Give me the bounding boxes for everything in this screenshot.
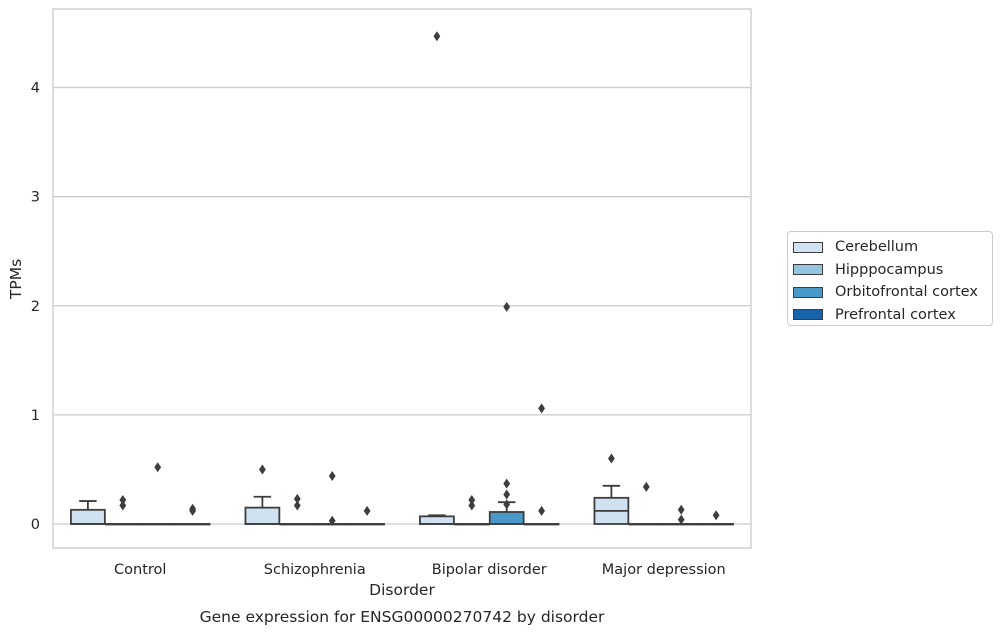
box-hipppocampus	[453, 523, 490, 526]
outlier-point	[503, 301, 511, 312]
outlier-point	[119, 494, 127, 505]
box-cerebellum	[419, 514, 455, 525]
y-tick-label: 4	[31, 81, 40, 97]
outlier-point	[677, 504, 685, 515]
outlier-point	[503, 499, 511, 510]
box-hipppocampus	[104, 523, 141, 526]
plot-area-frame	[52, 8, 752, 549]
outlier-point	[433, 31, 441, 42]
box-cerebellum	[244, 495, 281, 525]
x-axis-ticks: Control Schizophrenia Bipolar disorder Majo…	[114, 562, 726, 578]
legend-item-hippocampus: Hipppocampus	[793, 259, 992, 282]
legend-item-prefrontal-cortex: Prefrontal cortex	[793, 304, 992, 327]
box-body	[419, 515, 455, 525]
legend-label: Cerebellum	[835, 239, 919, 256]
outlier-point	[503, 478, 511, 489]
box-prefrontal-cortex	[698, 523, 734, 526]
y-tick-label: 3	[31, 190, 40, 206]
outlier-point	[608, 453, 615, 464]
outlier-point	[328, 515, 336, 526]
outlier-point	[712, 510, 720, 521]
outlier-point	[328, 470, 336, 481]
box-cerebellum	[593, 484, 630, 525]
legend-swatch-orbitofrontal-cortex	[793, 286, 823, 298]
outlier-point	[363, 505, 371, 516]
box-hipppocampus	[628, 523, 665, 526]
box-cerebellum	[70, 500, 106, 525]
outlier-point	[293, 493, 301, 504]
outlier-point	[119, 500, 127, 511]
legend-swatch-hippocampus	[793, 264, 823, 276]
outlier-point	[538, 505, 545, 516]
chart-caption: Gene expression for ENSG00000270742 by d…	[200, 608, 605, 626]
box-prefrontal-cortex	[174, 523, 211, 526]
outlier-points	[119, 31, 720, 526]
outlier-point	[189, 503, 196, 514]
y-axis-ticks: 0 1 2 3 4	[31, 81, 40, 533]
box-series	[70, 484, 734, 526]
box-orbitofrontal-cortex	[139, 523, 176, 526]
legend-swatch-cerebellum	[793, 241, 823, 253]
box-body	[244, 506, 281, 525]
box-prefrontal-cortex	[523, 523, 560, 526]
box-hipppocampus	[279, 523, 316, 526]
legend-item-orbitofrontal-cortex: Orbitofrontal cortex	[793, 281, 992, 304]
box-prefrontal-cortex	[349, 523, 385, 526]
outlier-point	[468, 500, 476, 511]
x-tick-label: Major depression	[602, 562, 726, 578]
gridlines	[53, 86, 751, 525]
outlier-point	[259, 464, 266, 475]
box-body	[488, 511, 525, 525]
legend-label: Orbitofrontal cortex	[835, 284, 978, 301]
outlier-point	[293, 500, 301, 511]
outlier-point	[468, 494, 476, 505]
outlier-point	[642, 481, 650, 492]
x-axis-label: Disorder	[369, 581, 435, 599]
legend: Cerebellum Hipppocampus Orbitofrontal co…	[787, 231, 993, 326]
y-tick-label: 1	[31, 408, 40, 424]
x-tick-label: Schizophrenia	[264, 562, 366, 578]
y-tick-label: 2	[31, 299, 40, 315]
y-tick-label: 0	[31, 517, 40, 533]
x-tick-label: Bipolar disorder	[432, 562, 547, 578]
outlier-point	[538, 403, 545, 414]
box-body	[70, 508, 106, 525]
legend-swatch-prefrontal-cortex	[793, 309, 823, 321]
legend-label: Hipppocampus	[835, 261, 944, 278]
y-axis-label: TPMs	[7, 259, 25, 300]
outlier-point	[677, 514, 685, 525]
box-orbitofrontal-cortex	[488, 501, 525, 525]
outlier-point	[503, 489, 511, 500]
legend-label: Prefrontal cortex	[835, 306, 956, 323]
x-tick-label: Control	[114, 562, 166, 578]
outlier-point	[154, 462, 162, 473]
legend-item-cerebellum: Cerebellum	[793, 236, 992, 259]
